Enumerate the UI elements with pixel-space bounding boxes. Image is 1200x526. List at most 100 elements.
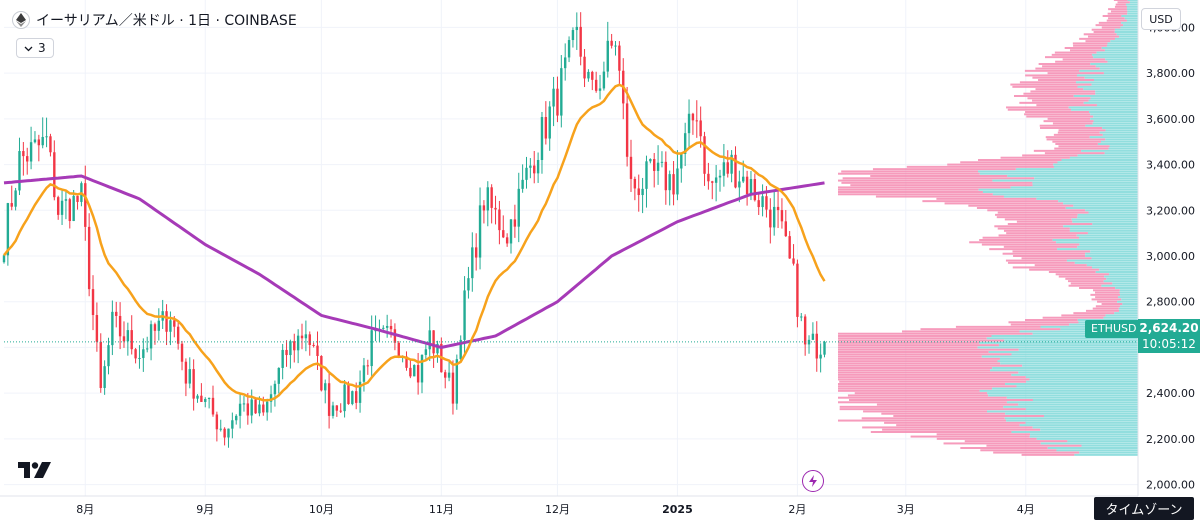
volume-profile-bar — [1106, 44, 1138, 47]
indicator-count: 3 — [38, 41, 46, 55]
volume-profile-bar — [1099, 131, 1138, 134]
lightning-bolt-icon[interactable] — [802, 470, 824, 492]
candle-body — [521, 179, 524, 189]
candle-body — [362, 365, 366, 382]
volume-profile-bar — [1005, 383, 1138, 385]
volume-profile-bar — [1092, 223, 1138, 225]
volume-profile-bar — [910, 435, 1030, 438]
candle-body — [254, 399, 257, 414]
candle-body — [374, 330, 377, 332]
volume-profile-bar — [1118, 307, 1138, 310]
candle-body — [200, 395, 203, 402]
volume-profile-bar — [990, 369, 1138, 372]
volume-profile-bar — [1068, 106, 1138, 109]
volume-profile-bar — [1058, 275, 1105, 278]
volume-profile-bar — [998, 234, 1077, 237]
volume-profile-bar — [1077, 154, 1138, 157]
volume-profile-bar — [1101, 47, 1138, 49]
candle-body — [494, 207, 497, 210]
volume-profile-bar — [1115, 287, 1138, 289]
volume-profile-bar — [1025, 408, 1138, 411]
volume-profile-bar — [1077, 216, 1138, 219]
volume-profile-bar — [1021, 257, 1092, 260]
price-tick-label: 3,200.00 — [1146, 204, 1195, 217]
volume-profile-bar — [992, 387, 1138, 390]
volume-profile-bar — [992, 179, 1138, 182]
candle-body — [753, 179, 757, 201]
candle-body — [173, 320, 176, 327]
price-tick-label: 2,000.00 — [1146, 479, 1195, 492]
volume-profile-bar — [838, 339, 1005, 342]
volume-profile-bar — [1006, 396, 1138, 399]
candle-body — [707, 173, 710, 182]
volume-profile-bar — [1042, 65, 1096, 68]
volume-profile-bar — [1089, 136, 1138, 139]
candle-body — [293, 341, 296, 351]
volume-profile-bar — [1114, 31, 1138, 33]
candle-body — [482, 205, 486, 211]
volume-profile-bar — [1095, 92, 1138, 95]
candle-body — [343, 384, 346, 412]
symbol-header[interactable]: イーサリアム／米ドル · 1日 · COINBASE — [12, 10, 297, 30]
candle-body — [800, 316, 803, 318]
tradingview-logo-icon[interactable] — [18, 462, 52, 478]
candle-body — [498, 209, 501, 231]
currency-button[interactable]: USD — [1141, 8, 1181, 30]
volume-profile-bar — [1086, 264, 1138, 267]
candle-body — [529, 165, 532, 168]
volume-profile-bar — [987, 410, 1138, 413]
volume-profile-bar — [1011, 373, 1138, 376]
volume-profile-bar — [1127, 0, 1138, 1]
volume-profile-bar — [1102, 127, 1138, 129]
volume-profile-bar — [842, 177, 1035, 180]
volume-profile-bar — [1127, 10, 1138, 13]
candle-body — [33, 139, 37, 143]
volume-profile-bar — [838, 348, 1019, 351]
volume-profile-bar — [997, 211, 1089, 214]
indicators-toggle[interactable]: 3 — [16, 38, 54, 58]
volume-profile-bar — [988, 394, 1138, 397]
candle-body — [87, 226, 91, 290]
volume-profile-bar — [838, 341, 980, 344]
volume-profile-bar — [1046, 138, 1106, 141]
candle-body — [115, 311, 118, 316]
volume-profile-bar — [1076, 234, 1138, 237]
volume-profile-bar — [1105, 138, 1138, 141]
volume-profile-bar — [1016, 385, 1138, 388]
candle-body — [405, 356, 408, 368]
volume-profile-bar — [1033, 149, 1082, 152]
candle-body — [757, 200, 760, 208]
volume-profile-bar — [1019, 424, 1138, 427]
volume-profile-bar — [993, 451, 1080, 454]
volume-profile-bar — [986, 337, 1138, 340]
candle-body — [14, 190, 17, 207]
volume-profile-bar — [1090, 63, 1138, 65]
volume-profile-bar — [1038, 79, 1095, 81]
candle-body — [606, 40, 609, 72]
volume-profile-bar — [838, 373, 1012, 376]
volume-profile-bar — [995, 213, 1078, 216]
volume-profile-bar — [997, 360, 1138, 363]
volume-profile-bar — [1040, 442, 1138, 445]
volume-profile-bar — [1099, 268, 1138, 271]
volume-profile-bar — [936, 433, 1031, 436]
volume-profile-bar — [947, 163, 1054, 166]
volume-profile-bar — [838, 376, 1026, 379]
volume-profile-bar — [960, 447, 1048, 449]
candle-body — [146, 348, 149, 350]
timezone-button[interactable]: タイムゾーン — [1094, 497, 1194, 520]
volume-profile-bar — [999, 357, 1138, 360]
candle-body — [370, 330, 373, 367]
volume-profile-bar — [1121, 298, 1138, 301]
volume-profile-bar — [1104, 152, 1138, 155]
candle-body — [540, 117, 544, 160]
candle-body — [238, 403, 242, 416]
volume-profile-bar — [986, 444, 1082, 447]
volume-profile-bar — [981, 243, 1080, 246]
volume-profile-bar — [978, 170, 1138, 173]
candle-body — [122, 336, 126, 342]
volume-profile-bar — [1119, 289, 1138, 292]
volume-profile-bar — [1035, 88, 1084, 91]
